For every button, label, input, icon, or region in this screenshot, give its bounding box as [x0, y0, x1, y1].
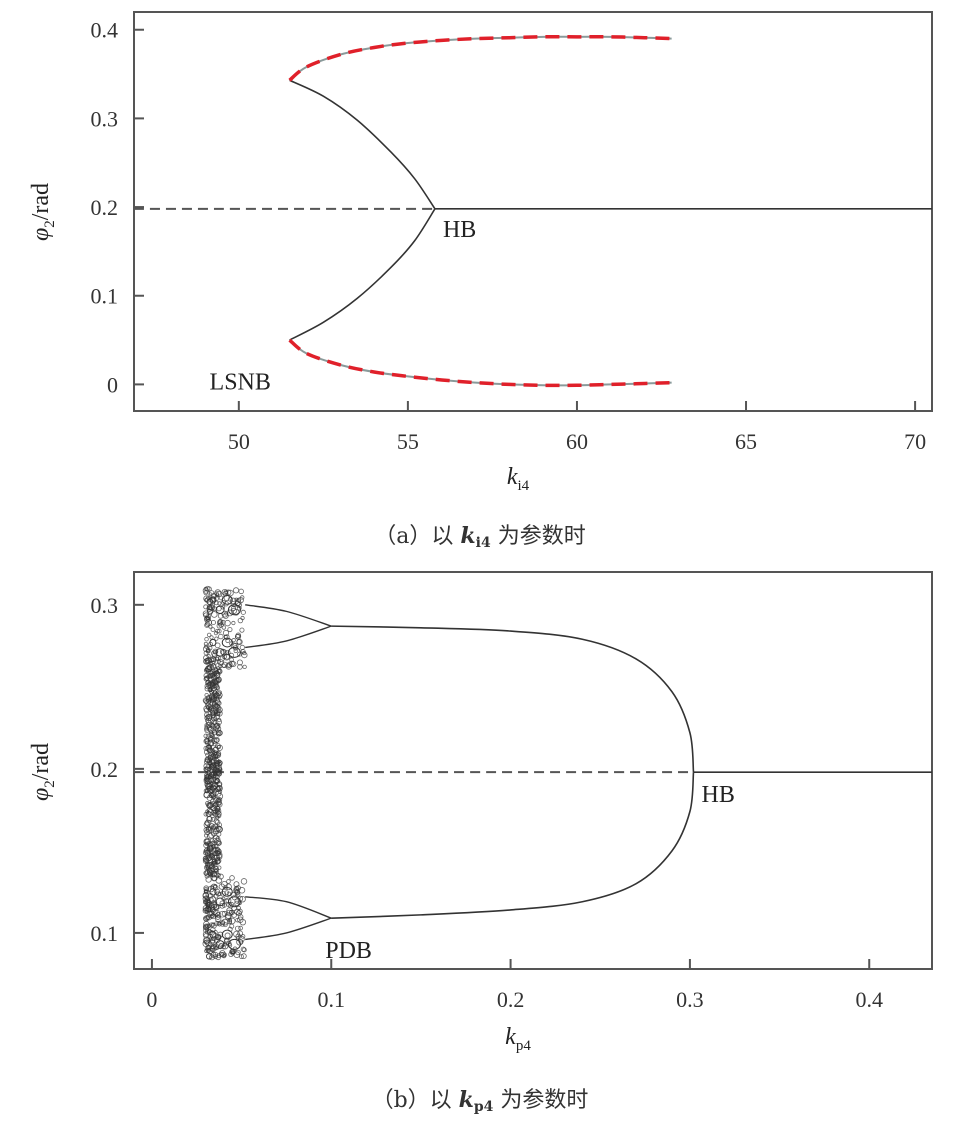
y-axis-ticks-a: 0 0.1 0.2 0.3 0.4 — [91, 18, 144, 397]
annotation-hb-b: HB — [701, 782, 734, 808]
x-axis-label-a: ki4 — [507, 464, 530, 494]
solid-branch-line — [289, 208, 436, 341]
x-tick-label: 55 — [397, 429, 419, 454]
x-tick-label: 0.3 — [676, 987, 704, 1012]
x-axis-ticks-b: 0 0.1 0.2 0.3 0.4 — [146, 959, 883, 1012]
stable-cycle-red-dashed-line — [288, 338, 672, 388]
annotation-lsnb: LSNB — [210, 369, 271, 395]
period-doubling-branch — [245, 896, 332, 919]
y-axis-label-b: φ2/rad — [28, 743, 58, 801]
series-b — [133, 585, 932, 961]
x-tick-label: 0 — [146, 987, 157, 1012]
x-tick-label: 65 — [735, 429, 757, 454]
stable-cycle-base-line — [288, 35, 672, 82]
solid-branch-line — [331, 625, 695, 773]
svg-text:φ2/rad: φ2/rad — [28, 743, 58, 801]
annotation-pdb: PDB — [325, 938, 372, 964]
period-doubling-branch — [245, 917, 332, 941]
y-axis-label-a: φ2/rad — [28, 183, 58, 241]
x-tick-label: 70 — [904, 429, 926, 454]
svg-text:φ2/rad: φ2/rad — [28, 183, 58, 241]
x-tick-label: 60 — [566, 429, 588, 454]
series-a — [134, 35, 932, 388]
stable-cycle-red-dashed-line — [288, 35, 672, 82]
annotation-hb-a: HB — [443, 217, 476, 243]
x-axis-label-b: kp4 — [505, 1024, 531, 1054]
y-tick-label: 0 — [107, 372, 118, 397]
x-tick-label: 0.2 — [497, 987, 525, 1012]
y-tick-label: 0.4 — [91, 18, 119, 43]
solid-branch-line — [331, 772, 695, 919]
y-tick-label: 0.2 — [91, 195, 119, 220]
period-doubling-branch — [245, 604, 332, 627]
panel-b: 0.1 0.2 0.3 0 0.1 0.2 0.3 0.4 HB PDB φ2/rad kp… — [28, 571, 933, 1115]
chaotic-region — [202, 585, 248, 961]
y-tick-label: 0.1 — [91, 921, 119, 946]
solid-branch-line — [289, 79, 436, 210]
x-tick-label: 50 — [228, 429, 250, 454]
y-axis-ticks-b: 0.1 0.2 0.3 — [91, 593, 144, 946]
plot-frame-a — [133, 11, 933, 412]
x-axis-ticks-a: 50 55 60 65 70 — [228, 401, 926, 454]
y-tick-label: 0.1 — [91, 284, 119, 309]
caption-b: （b）以 kp4 为参数时 — [372, 1087, 589, 1115]
y-tick-label: 0.2 — [91, 757, 119, 782]
x-tick-label: 0.1 — [318, 987, 346, 1012]
stable-cycle-base-line — [288, 339, 672, 387]
panel-a: 00.10.20.30.4 50 55 60 65 70 HB LSNB φ2/rad … — [28, 11, 933, 551]
x-tick-label: 0.4 — [855, 987, 883, 1012]
plot-frame-b — [133, 571, 933, 970]
caption-a: （a）以 ki4 为参数时 — [374, 523, 585, 551]
y-tick-label: 0.3 — [91, 106, 119, 131]
period-doubling-branch — [245, 625, 332, 649]
y-tick-label: 0.3 — [91, 593, 119, 618]
